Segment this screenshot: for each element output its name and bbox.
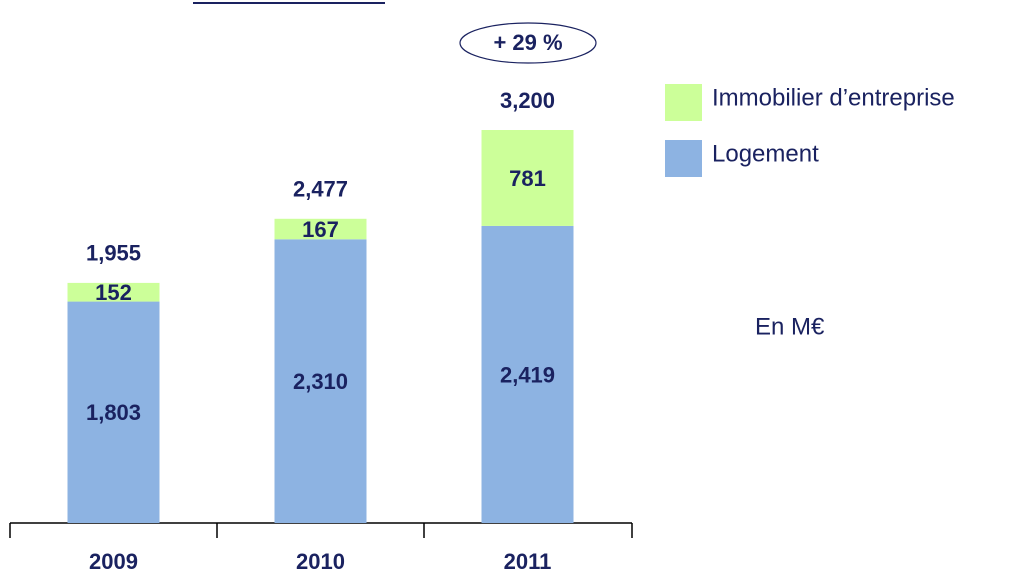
bar-segment bbox=[67, 282, 160, 302]
value-label: 781 bbox=[509, 166, 546, 191]
total-label: 1,955 bbox=[86, 241, 141, 266]
total-label: 2,477 bbox=[293, 177, 348, 202]
value-label: 1,803 bbox=[86, 400, 141, 425]
legend-label: Immobilier d’entreprise bbox=[712, 84, 955, 111]
bar-segment bbox=[481, 130, 574, 226]
legend-swatch bbox=[665, 140, 702, 177]
unit-note: En M€ bbox=[755, 313, 825, 340]
bar-segment bbox=[274, 239, 367, 523]
total-label: 3,200 bbox=[500, 88, 555, 113]
legend-label: Logement bbox=[712, 140, 819, 167]
annotation-ellipse bbox=[459, 22, 597, 64]
annotation: + 29 % bbox=[493, 30, 562, 55]
x-tick-label: 2011 bbox=[504, 549, 552, 574]
value-label: 167 bbox=[302, 217, 339, 242]
bar-segment bbox=[67, 301, 160, 523]
value-label: 2,310 bbox=[293, 369, 348, 394]
legend-swatch bbox=[665, 84, 702, 121]
bar-segment bbox=[274, 218, 367, 240]
value-label: 152 bbox=[95, 280, 132, 305]
bar-segment bbox=[481, 225, 574, 523]
value-label: 2,419 bbox=[500, 362, 555, 387]
x-tick-label: 2010 bbox=[296, 549, 345, 574]
x-tick-label: 2009 bbox=[89, 549, 138, 574]
